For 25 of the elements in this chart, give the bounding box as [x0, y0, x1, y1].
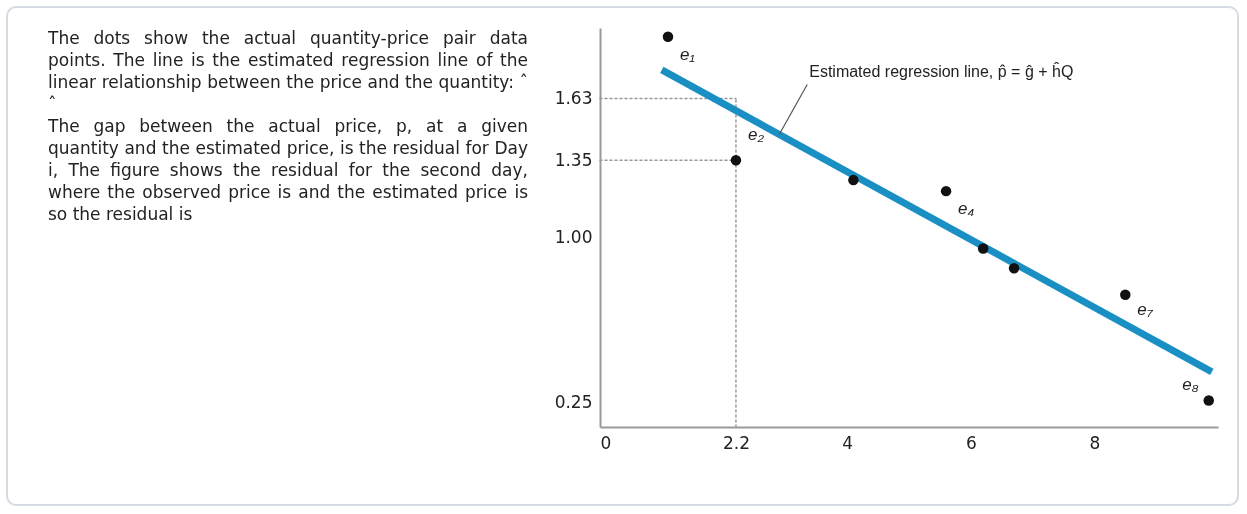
point: [1203, 395, 1214, 406]
y-tick-label: 1.00: [554, 226, 593, 247]
x-tick-label: 2.2: [722, 432, 750, 453]
x-tick-label: 4: [842, 432, 854, 453]
y-tick-label: 1.63: [554, 88, 593, 109]
point: [977, 243, 989, 254]
annotation: e₈: [1182, 375, 1199, 395]
annotation: e₁: [679, 45, 695, 65]
annotation: e₄: [958, 198, 975, 218]
x-tick-label: 0: [600, 432, 612, 453]
annotation: e₇: [1137, 299, 1154, 319]
point: [662, 31, 674, 43]
point: [730, 155, 742, 166]
point: [1120, 289, 1131, 300]
annotation: Estimated regression line, p̂ = ĝ + ĥQ: [809, 62, 1074, 81]
point: [848, 174, 859, 186]
text: The dots show the actual quantity-price pair data points. The line is the estimated regression line of the linear relationship between the price and the quantity: ˆ ˆ: [48, 27, 528, 115]
annotation: e₂: [747, 125, 765, 145]
y-tick-label: 1.35: [554, 149, 593, 170]
point: [1008, 263, 1020, 274]
x-tick-label: 8: [1089, 432, 1101, 453]
point: [940, 185, 952, 197]
text: The gap between the actual price, p, at a given quantity and the estimated price, is the residual for Day i, The figure shows the residual for the second day, where the observed price is and the estimated price is so the residual is: [48, 115, 528, 225]
y-tick-label: 0.25: [554, 392, 593, 413]
x-tick-label: 6: [965, 432, 977, 453]
